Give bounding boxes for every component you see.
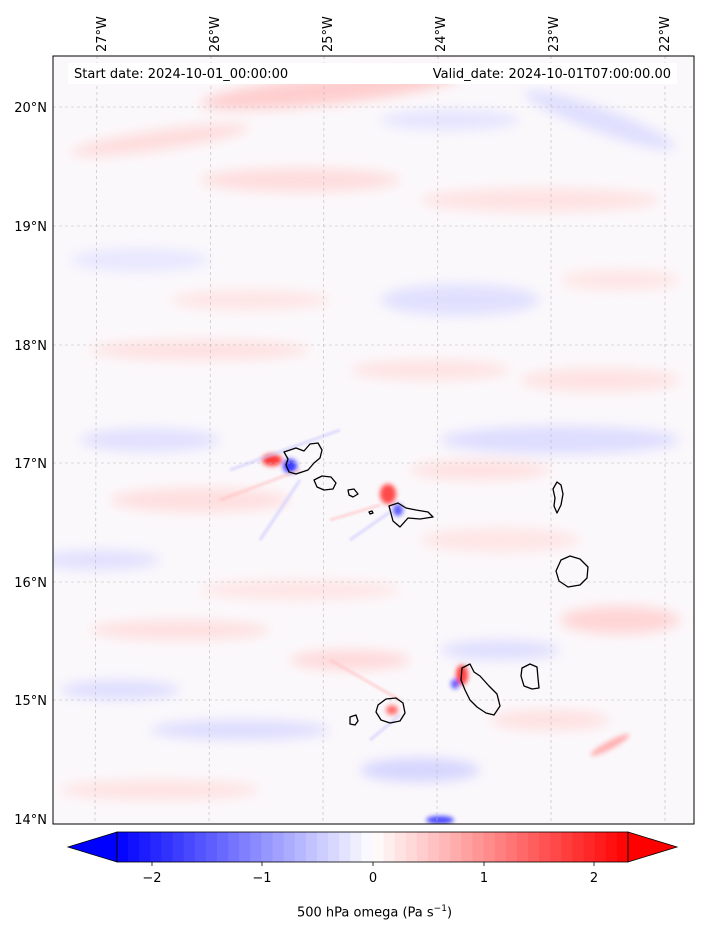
colorbar-cell	[283, 832, 296, 862]
island-santiago	[460, 663, 501, 716]
colorbar-cell	[594, 832, 607, 862]
lat-tick-label: 20°N	[14, 101, 47, 116]
colorbar-cell	[416, 832, 429, 862]
header-box	[68, 63, 677, 84]
colorbar-cell	[428, 832, 440, 862]
colorbar-cell	[616, 832, 629, 862]
colorbar-cell	[394, 832, 407, 862]
lon-tick-label: 27°W	[95, 16, 110, 52]
colorbar-tick-label: 2	[590, 871, 598, 886]
colorbar-cell	[172, 832, 185, 862]
island-maio	[520, 663, 540, 690]
lat-tick-label: 18°N	[14, 339, 47, 354]
lat-tick-labels: 20°N 19°N 18°N 17°N 16°N 15°N 14°N	[14, 101, 47, 828]
lon-tick-label: 24°W	[434, 16, 449, 52]
colorbar-cell	[605, 832, 618, 862]
lat-tick-label: 19°N	[14, 220, 47, 235]
colorbar-cell	[528, 832, 540, 862]
lon-tick-label: 22°W	[658, 16, 673, 52]
colorbar-cell	[572, 832, 585, 862]
start-date-label: Start date: 2024-10-01_00:00:00	[74, 67, 288, 82]
lon-tick-labels: 27°W 26°W 25°W 24°W 23°W 22°W	[95, 16, 673, 52]
colorbar-label-main: 500 hPa omega (Pa s	[296, 905, 434, 921]
colorbar-label-exponent: −1	[433, 904, 447, 914]
colorbar-extend-right	[627, 831, 679, 863]
colorbar-cell	[183, 832, 196, 862]
valid-date-label: Valid_date: 2024-10-01T07:00:00.00	[433, 67, 671, 82]
colorbar-cell	[150, 832, 163, 862]
colorbar-cell	[361, 832, 374, 862]
island-boa-vista	[555, 555, 589, 588]
colorbar-tick-label: 1	[480, 871, 488, 886]
colorbar-cell	[516, 832, 529, 862]
colorbar-tick-label: −2	[142, 871, 161, 886]
island-sal	[552, 481, 564, 514]
colorbar-cell	[472, 832, 485, 862]
colorbar-cell	[294, 832, 307, 862]
colorbar-cell	[305, 832, 318, 862]
colorbar-cell	[194, 832, 207, 862]
colorbar-cell	[316, 832, 329, 862]
colorbar-cell	[550, 832, 562, 862]
colorbar-cell	[117, 832, 129, 862]
lat-tick-label: 17°N	[14, 457, 47, 472]
colorbar-cell	[339, 832, 351, 862]
colorbar-tick-label: −1	[252, 871, 271, 886]
colorbar-cell	[161, 832, 174, 862]
colorbar-cell	[494, 832, 507, 862]
island-brava	[349, 714, 359, 726]
colorbar-cell	[505, 832, 518, 862]
island-sao-vicente	[313, 475, 337, 491]
colorbar-label: 500 hPa omega (Pa s−1)	[0, 904, 703, 920]
colorbar-cells	[117, 832, 629, 862]
lat-tick-label: 16°N	[14, 576, 47, 591]
colorbar-extend-left	[66, 831, 118, 863]
colorbar-cell	[483, 832, 496, 862]
colorbar-ticks	[151, 862, 595, 866]
colorbar-cell	[128, 832, 140, 862]
map-frame	[52, 55, 695, 825]
colorbar-cell	[539, 832, 551, 862]
colorbar-cell	[250, 832, 263, 862]
colorbar-tick-label: 0	[369, 871, 377, 886]
colorbar-cell	[350, 832, 362, 862]
island-santo-antao	[283, 442, 323, 475]
island-sao-nicolau	[388, 502, 434, 528]
colorbar: −2 −1 0 1 2	[66, 831, 679, 886]
colorbar-cell	[383, 832, 396, 862]
colorbar-cell	[239, 832, 251, 862]
lon-tick-label: 25°W	[321, 16, 336, 52]
colorbar-cell	[261, 832, 274, 862]
colorbar-cell	[328, 832, 340, 862]
lon-tick-label: 26°W	[208, 16, 223, 52]
colorbar-cell	[139, 832, 151, 862]
lat-tick-label: 15°N	[14, 694, 47, 709]
colorbar-cell	[439, 832, 451, 862]
omega-field	[53, 70, 680, 824]
colorbar-cell	[405, 832, 418, 862]
colorbar-cell	[450, 832, 462, 862]
colorbar-cell	[228, 832, 240, 862]
colorbar-cell	[372, 832, 385, 862]
island-razo	[368, 510, 374, 515]
colorbar-cell	[561, 832, 574, 862]
lat-tick-label: 14°N	[14, 813, 47, 828]
gridlines	[53, 56, 694, 824]
coastlines	[283, 442, 589, 726]
colorbar-outline	[116, 831, 629, 863]
colorbar-cell	[461, 832, 474, 862]
colorbar-cell	[205, 832, 218, 862]
island-fogo	[375, 697, 406, 724]
island-santa-luzia	[347, 488, 359, 498]
colorbar-label-end: )	[446, 905, 453, 921]
colorbar-cell	[272, 832, 285, 862]
lon-tick-label: 23°W	[547, 16, 562, 52]
colorbar-cell	[216, 832, 229, 862]
colorbar-cell	[583, 832, 596, 862]
